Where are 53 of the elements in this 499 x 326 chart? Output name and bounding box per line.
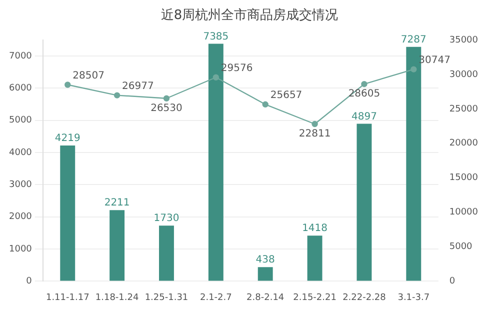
y-tick-label: 6000 — [9, 84, 32, 94]
point — [212, 74, 220, 80]
bar — [110, 210, 125, 281]
point — [114, 92, 120, 98]
data-label: 7385 — [203, 31, 229, 42]
bar — [356, 124, 372, 281]
data-label: 26530 — [150, 102, 182, 114]
y-tick-label: 1000 — [9, 244, 32, 254]
y-tick-label: 7000 — [9, 51, 32, 62]
x-tick-label: 2.22-2.28 — [342, 292, 386, 303]
x-tick-label: 3.1-3.7 — [398, 292, 430, 303]
data-label: 7287 — [400, 34, 426, 46]
y2-tick-label: 15000 — [449, 173, 478, 184]
y-tick-label: 3000 — [9, 180, 32, 190]
data-label: 25657 — [270, 90, 302, 101]
x-tick-label: 2.15-2.21 — [293, 292, 336, 303]
data-label: 1730 — [154, 213, 180, 224]
data-label: 2211 — [104, 198, 130, 209]
x-tick-label: 1.11-1.17 — [46, 292, 90, 303]
y-tick-label: 2000 — [9, 212, 32, 222]
point — [410, 66, 417, 72]
point — [163, 95, 170, 102]
y2-tick-label: 35000 — [449, 35, 478, 46]
data-label: 4219 — [54, 133, 80, 144]
data-label: 28507 — [72, 70, 104, 82]
data-label: 22811 — [298, 128, 331, 140]
y2-tick-label: 5000 — [449, 242, 473, 252]
y-tick-label: 5000 — [9, 116, 32, 126]
data-label: 1418 — [302, 223, 328, 234]
bar — [307, 236, 322, 281]
y2-tick-label: 30000 — [449, 70, 478, 80]
bar — [159, 226, 174, 281]
y-tick-label: 0 — [26, 276, 32, 287]
x-tick-label: 2.1-2.7 — [200, 292, 232, 303]
data-label: 4897 — [351, 111, 377, 122]
bar — [208, 44, 224, 281]
x-tick-label: 2.8-2.14 — [246, 292, 284, 303]
bar — [258, 267, 273, 281]
point — [262, 101, 268, 108]
point — [312, 120, 318, 128]
x-tick-label: 1.18-1.24 — [95, 292, 139, 303]
chart-title: 近8周杭州全市商品房成交情况 — [160, 7, 340, 24]
y2-tick-label: 10000 — [449, 208, 478, 218]
data-label: 438 — [256, 254, 275, 266]
point — [361, 80, 368, 88]
y2-tick-label: 20000 — [449, 138, 478, 149]
y2-tick-label: 0 — [449, 276, 456, 287]
bar — [60, 146, 76, 281]
y2-tick-label: 25000 — [449, 104, 478, 114]
data-label: 26977 — [122, 80, 154, 92]
point — [64, 82, 71, 88]
y-tick-label: 4000 — [9, 148, 32, 158]
x-tick-label: 1.25-1.31 — [144, 292, 188, 303]
